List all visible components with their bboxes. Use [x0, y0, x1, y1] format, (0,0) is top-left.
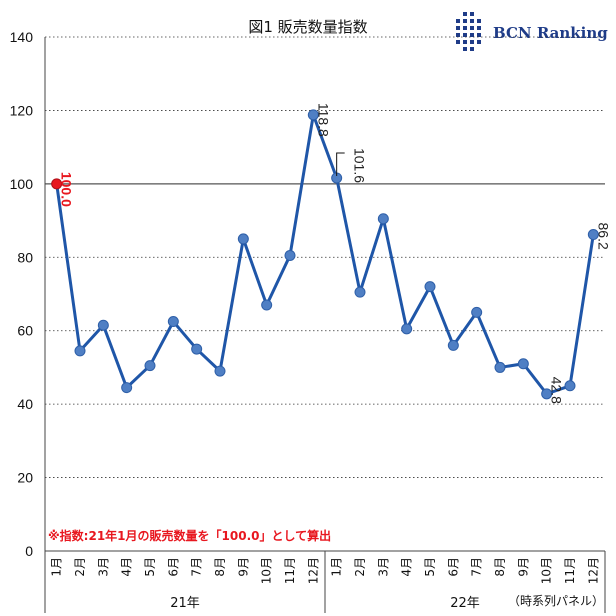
data-point [97, 319, 109, 331]
x-tick-label: 7月 [470, 557, 484, 577]
data-point [494, 361, 506, 373]
data-label: 101.6 [352, 148, 368, 183]
data-label-leader [336, 152, 345, 176]
x-tick-label: 3月 [376, 557, 390, 577]
data-point [377, 213, 389, 225]
x-tick-label: 12月 [306, 557, 320, 584]
x-tick-label: 12月 [586, 557, 600, 584]
data-label: 42.8 [549, 377, 565, 404]
data-point [401, 323, 413, 335]
data-point [121, 382, 133, 394]
x-tick-label: 11月 [563, 557, 577, 584]
x-tick-label: 4月 [120, 557, 134, 577]
x-tick-label: 6月 [446, 557, 460, 577]
chart-title: 図1 販売数量指数 [248, 18, 368, 36]
data-point [191, 343, 203, 355]
data-label: 100.0 [59, 172, 75, 207]
x-tick-label: 1月 [330, 557, 344, 577]
x-tick-label: 6月 [166, 557, 180, 577]
logo-grid-icon [456, 12, 481, 51]
y-tick-label-60: 60 [17, 323, 33, 339]
x-tick-label: 3月 [96, 557, 110, 577]
x-tick-label: 1月 [50, 557, 64, 577]
logo-text: BCN Ranking [493, 24, 608, 42]
x-tick-label: 4月 [400, 557, 414, 577]
year-label: 21年 [170, 596, 200, 611]
x-tick-label: 5月 [423, 557, 437, 577]
x-tick-label: 8月 [493, 557, 507, 577]
data-point [424, 281, 436, 293]
x-tick-label: 8月 [213, 557, 227, 577]
y-tick-label-0: 0 [25, 543, 33, 559]
y-tick-label-120: 120 [10, 102, 34, 118]
x-tick-label: 10月 [540, 557, 554, 584]
data-point [144, 360, 156, 372]
data-point [471, 306, 483, 318]
y-tick-label-140: 140 [10, 29, 34, 45]
data-point [447, 339, 459, 351]
index-note: ※指数:21年1月の販売数量を「100.0」として算出 [48, 529, 332, 543]
y-tick-label-80: 80 [17, 249, 33, 265]
data-point [564, 380, 576, 392]
x-tick-label: 2月 [353, 557, 367, 577]
data-point [167, 316, 179, 328]
data-point [261, 299, 273, 311]
data-label: 86.2 [595, 223, 611, 250]
x-tick-label: 9月 [516, 557, 530, 577]
data-label: 118.8 [315, 103, 331, 137]
x-tick-label: 7月 [190, 557, 204, 577]
data-point [284, 249, 296, 261]
data-point [517, 358, 529, 370]
panel-note: （時系列パネル） [508, 594, 605, 608]
x-tick-label: 11月 [283, 557, 297, 584]
x-tick-label: 2月 [73, 557, 87, 577]
y-tick-label-20: 20 [17, 470, 33, 486]
data-point [51, 178, 63, 190]
series-line [55, 113, 595, 396]
year-label: 22年 [450, 596, 480, 611]
x-tick-label: 5月 [143, 557, 157, 577]
bcn-ranking-logo: BCN Ranking [455, 12, 608, 56]
x-tick-label: 10月 [260, 557, 274, 584]
data-point [74, 345, 86, 357]
data-point [307, 109, 319, 121]
data-point [237, 233, 249, 245]
y-tick-label-40: 40 [17, 396, 33, 412]
data-point [541, 388, 553, 400]
x-tick-label: 9月 [236, 557, 250, 577]
y-tick-label-100: 100 [10, 176, 34, 192]
data-point [354, 286, 366, 298]
data-point [214, 365, 226, 377]
data-point [587, 229, 599, 241]
